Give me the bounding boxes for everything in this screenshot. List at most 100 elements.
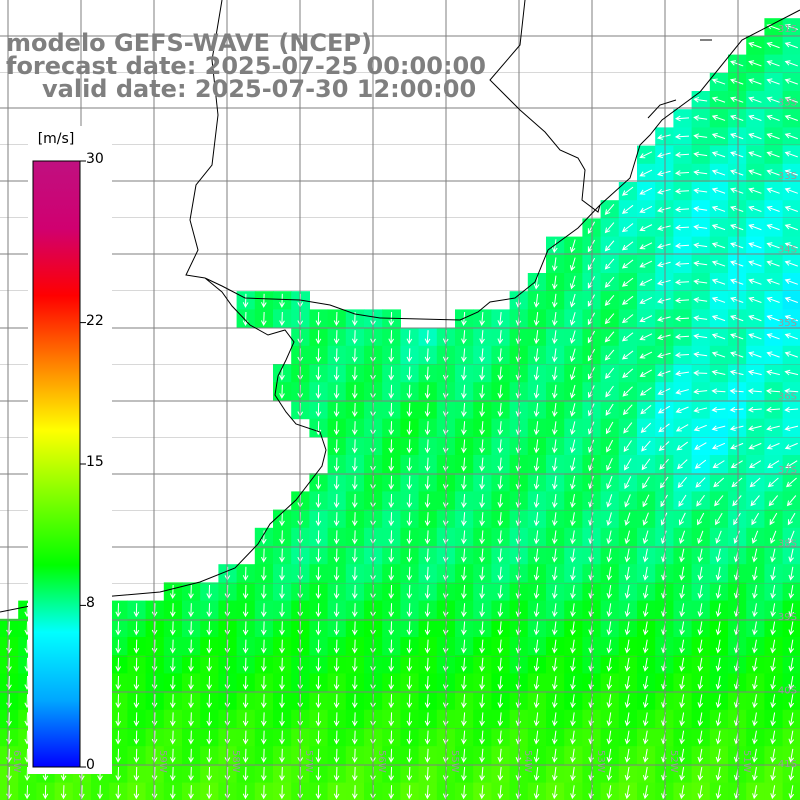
wind-arrow bbox=[188, 694, 194, 709]
wind-arrow bbox=[674, 170, 690, 176]
wind-arrow bbox=[679, 657, 685, 672]
wind-arrow bbox=[660, 512, 668, 526]
wind-arrow bbox=[424, 348, 431, 363]
wind-arrow bbox=[657, 243, 671, 250]
wind-arrow bbox=[479, 493, 485, 509]
wind-arrow bbox=[279, 584, 285, 600]
wind-arrow bbox=[697, 621, 704, 636]
wind-arrow bbox=[188, 748, 194, 763]
wind-arrow bbox=[551, 439, 558, 454]
wind-arrow bbox=[497, 603, 504, 618]
wind-arrow bbox=[752, 585, 758, 599]
wind-arrow bbox=[333, 439, 340, 454]
wind-arrow bbox=[697, 566, 704, 581]
wind-arrow bbox=[388, 712, 395, 727]
wind-arrow bbox=[133, 639, 140, 654]
wind-arrow bbox=[133, 712, 140, 727]
wind-arrow bbox=[766, 278, 780, 285]
wind-arrow bbox=[461, 766, 467, 782]
wind-arrow bbox=[693, 278, 708, 285]
wind-arrow bbox=[624, 512, 631, 526]
wind-arrow bbox=[604, 258, 615, 270]
wind-arrow bbox=[351, 566, 358, 581]
wind-arrow bbox=[570, 712, 576, 727]
wind-arrow bbox=[388, 748, 395, 763]
wind-arrow bbox=[333, 311, 340, 327]
wind-arrow bbox=[641, 440, 651, 452]
wind-arrow bbox=[333, 657, 340, 672]
wind-arrow bbox=[461, 785, 467, 800]
wind-arrow bbox=[730, 133, 744, 140]
wind-arrow bbox=[115, 675, 122, 691]
wind-arrow bbox=[169, 603, 176, 618]
wind-arrow bbox=[748, 169, 762, 176]
wind-arrow bbox=[788, 548, 794, 563]
wind-arrow bbox=[639, 151, 653, 159]
wind-arrow bbox=[424, 639, 431, 654]
wind-arrow bbox=[279, 730, 285, 745]
wind-arrow bbox=[351, 366, 358, 381]
wind-arrow bbox=[768, 495, 779, 507]
wind-arrow bbox=[639, 205, 653, 213]
wind-arrow bbox=[679, 712, 685, 727]
wind-arrow bbox=[657, 152, 671, 159]
wind-arrow bbox=[748, 442, 762, 450]
wind-arrow bbox=[60, 785, 67, 800]
wind-arrow bbox=[730, 60, 744, 67]
wind-arrow bbox=[624, 548, 631, 563]
wind-arrow bbox=[570, 785, 576, 800]
wind-arrow bbox=[748, 42, 762, 49]
wind-arrow bbox=[788, 621, 795, 636]
wind-arrow bbox=[693, 206, 708, 212]
wind-arrow bbox=[497, 311, 504, 327]
wind-arrow bbox=[784, 333, 798, 340]
wind-arrow bbox=[729, 425, 744, 432]
wind-arrow bbox=[730, 169, 744, 176]
wind-arrow bbox=[206, 584, 213, 600]
wind-arrow bbox=[333, 694, 340, 709]
wind-arrow bbox=[569, 293, 576, 308]
country-borders bbox=[185, 0, 712, 279]
wind-arrow bbox=[606, 676, 613, 690]
wind-arrow bbox=[660, 494, 668, 508]
wind-arrow bbox=[715, 603, 722, 618]
wind-arrow bbox=[351, 766, 358, 782]
wind-arrow bbox=[642, 767, 649, 781]
wind-arrow bbox=[533, 439, 540, 454]
wind-arrow bbox=[657, 334, 671, 341]
wind-arrow bbox=[715, 785, 722, 800]
colorbar-tick-label: 22 bbox=[86, 312, 104, 329]
wind-arrow bbox=[766, 224, 780, 231]
wind-arrow bbox=[115, 639, 122, 654]
wind-arrow bbox=[551, 384, 558, 399]
wind-arrow bbox=[715, 712, 722, 727]
wind-arrow bbox=[715, 530, 722, 544]
wind-arrow bbox=[333, 785, 340, 800]
wind-arrow bbox=[788, 785, 795, 800]
wind-arrow bbox=[679, 566, 685, 581]
wind-arrow bbox=[697, 585, 704, 599]
wind-arrow bbox=[461, 584, 467, 600]
wind-arrow bbox=[693, 260, 708, 267]
wind-arrow bbox=[604, 276, 615, 288]
wind-arrow bbox=[770, 730, 776, 745]
wind-arrow bbox=[333, 457, 340, 472]
wind-arrow bbox=[788, 676, 795, 690]
wind-arrow bbox=[78, 785, 85, 800]
wind-arrow bbox=[388, 348, 395, 363]
wind-arrow bbox=[533, 421, 540, 436]
wind-arrow bbox=[406, 330, 413, 345]
wind-arrow bbox=[623, 422, 633, 434]
wind-arrow bbox=[570, 657, 576, 672]
wind-arrow bbox=[260, 293, 267, 308]
wind-arrow bbox=[711, 296, 726, 303]
wind-arrow bbox=[533, 639, 540, 654]
wind-arrow bbox=[766, 442, 780, 450]
wind-arrow bbox=[766, 260, 780, 267]
wind-arrow bbox=[748, 114, 762, 121]
wind-arrow bbox=[752, 657, 758, 672]
wind-arrow bbox=[569, 330, 576, 344]
wind-arrow bbox=[461, 712, 467, 727]
wind-arrow bbox=[621, 223, 634, 233]
wind-arrow bbox=[388, 457, 395, 472]
